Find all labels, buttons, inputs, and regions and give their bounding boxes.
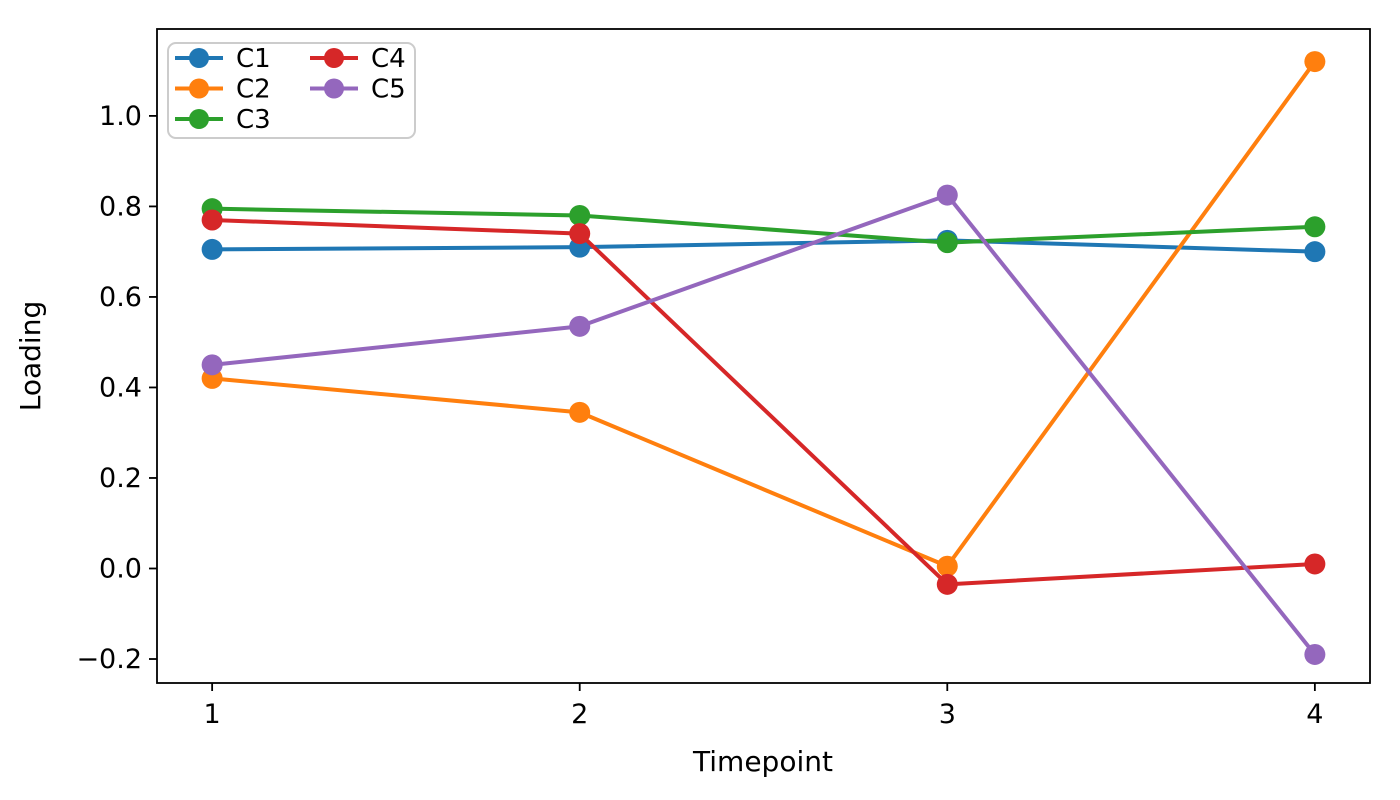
series-marker-C4	[1304, 553, 1326, 575]
legend-marker-C3	[189, 109, 209, 129]
x-tick-label: 1	[204, 699, 221, 730]
y-tick-label: 1.0	[99, 101, 142, 132]
series-line-C3	[210, 206, 1317, 245]
y-tick-label: 0.0	[99, 553, 142, 584]
series-marker-C1	[1304, 241, 1326, 263]
x-tick-label: 3	[939, 699, 956, 730]
legend-marker-C2	[189, 78, 209, 99]
x-axis-label: Timepoint	[692, 745, 833, 778]
series-marker-C5	[936, 184, 958, 206]
x-tick-label: 4	[1306, 699, 1323, 730]
series-marker-C4	[201, 209, 223, 231]
legend-marker-C5	[324, 78, 344, 99]
legend-label-C2: C2	[236, 75, 271, 105]
series-line-C1	[210, 238, 1317, 254]
legend-box	[167, 42, 416, 139]
y-tick-label: 0.2	[99, 463, 142, 494]
series-marker-C3	[936, 232, 958, 254]
series-marker-C5	[1304, 643, 1326, 665]
y-tick-label: 0.6	[99, 282, 142, 313]
y-tick-label: 0.8	[99, 191, 142, 222]
y-tick-label: 0.4	[99, 372, 142, 403]
series-marker-C1	[201, 238, 223, 260]
series-marker-C2	[569, 401, 591, 423]
series-line-C2	[210, 59, 1317, 569]
y-tick-label: −0.2	[76, 644, 142, 675]
series-marker-C3	[569, 204, 591, 226]
series-marker-C3	[1304, 216, 1326, 238]
y-axis-label: Loading	[14, 301, 47, 411]
series-marker-C5	[569, 315, 591, 337]
legend-label-C3: C3	[236, 105, 271, 135]
series-marker-C2	[1304, 51, 1326, 73]
series-marker-C4	[569, 223, 591, 245]
legend-marker-C4	[324, 48, 344, 68]
x-tick-label: 2	[571, 699, 588, 730]
legend-label-C4: C4	[371, 44, 406, 74]
legend-marker-C1	[189, 48, 209, 68]
plot-border	[156, 28, 1371, 684]
series-line-C5	[210, 193, 1317, 657]
series-marker-C2	[936, 555, 958, 577]
legend-label-C5: C5	[371, 75, 406, 105]
legend-label-C1: C1	[236, 44, 271, 74]
series-marker-C4	[936, 573, 958, 595]
series-line-C4	[210, 217, 1317, 587]
series-marker-C5	[201, 354, 223, 376]
